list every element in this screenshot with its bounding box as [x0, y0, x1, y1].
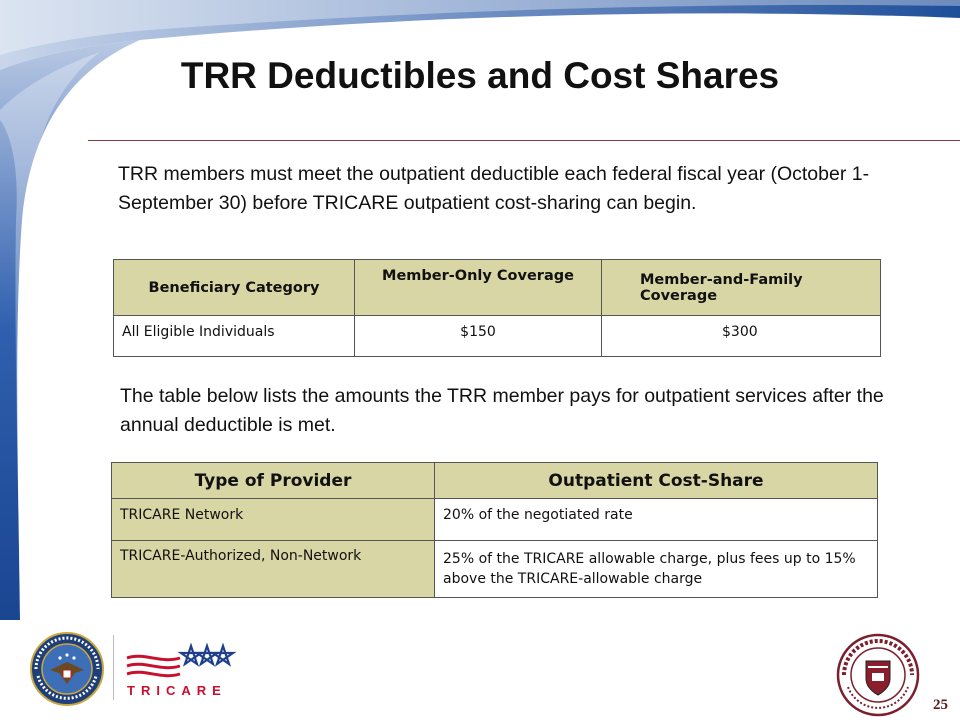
- column-header: Member-Only Coverage: [354, 259, 602, 316]
- deductible-table: Beneficiary Category Member-Only Coverag…: [113, 259, 881, 357]
- table-header-row: Beneficiary Category Member-Only Coverag…: [113, 259, 881, 316]
- logo-divider: [113, 635, 114, 700]
- table-cell: All Eligible Individuals: [113, 315, 355, 357]
- table-row: All Eligible Individuals $150 $300: [113, 315, 881, 357]
- cost-share-table: Type of Provider Outpatient Cost-Share T…: [111, 462, 878, 598]
- table-cell: TRICARE Network: [111, 498, 435, 541]
- table-cell: $150: [354, 315, 602, 357]
- table-row: TRICARE-Authorized, Non-Network 25% of t…: [111, 540, 878, 598]
- column-header: Outpatient Cost-Share: [434, 462, 878, 499]
- table-cell: 25% of the TRICARE allowable charge, plu…: [434, 540, 878, 598]
- intro-paragraph: TRR members must meet the outpatient ded…: [118, 163, 870, 214]
- column-header: Type of Provider: [111, 462, 435, 499]
- tricare-wordmark: TRICARE: [127, 683, 227, 698]
- page-title: TRR Deductibles and Cost Shares: [180, 55, 780, 96]
- dod-seal-logo: [30, 632, 104, 706]
- middle-paragraph: The table below lists the amounts the TR…: [120, 385, 884, 436]
- table-cell: $300: [601, 315, 881, 357]
- table-header-row: Type of Provider Outpatient Cost-Share: [111, 462, 878, 499]
- tricare-logo: TRICARE: [126, 642, 237, 698]
- table-row: TRICARE Network 20% of the negotiated ra…: [111, 498, 878, 541]
- table-cell: 20% of the negotiated rate: [434, 498, 878, 541]
- page-number: 25: [933, 697, 948, 713]
- tricare-university-seal: [836, 633, 920, 717]
- column-header: Member-and-Family Coverage: [601, 259, 881, 316]
- column-header: Beneficiary Category: [113, 259, 355, 316]
- table-cell: TRICARE-Authorized, Non-Network: [111, 540, 435, 598]
- title-divider: [88, 140, 960, 141]
